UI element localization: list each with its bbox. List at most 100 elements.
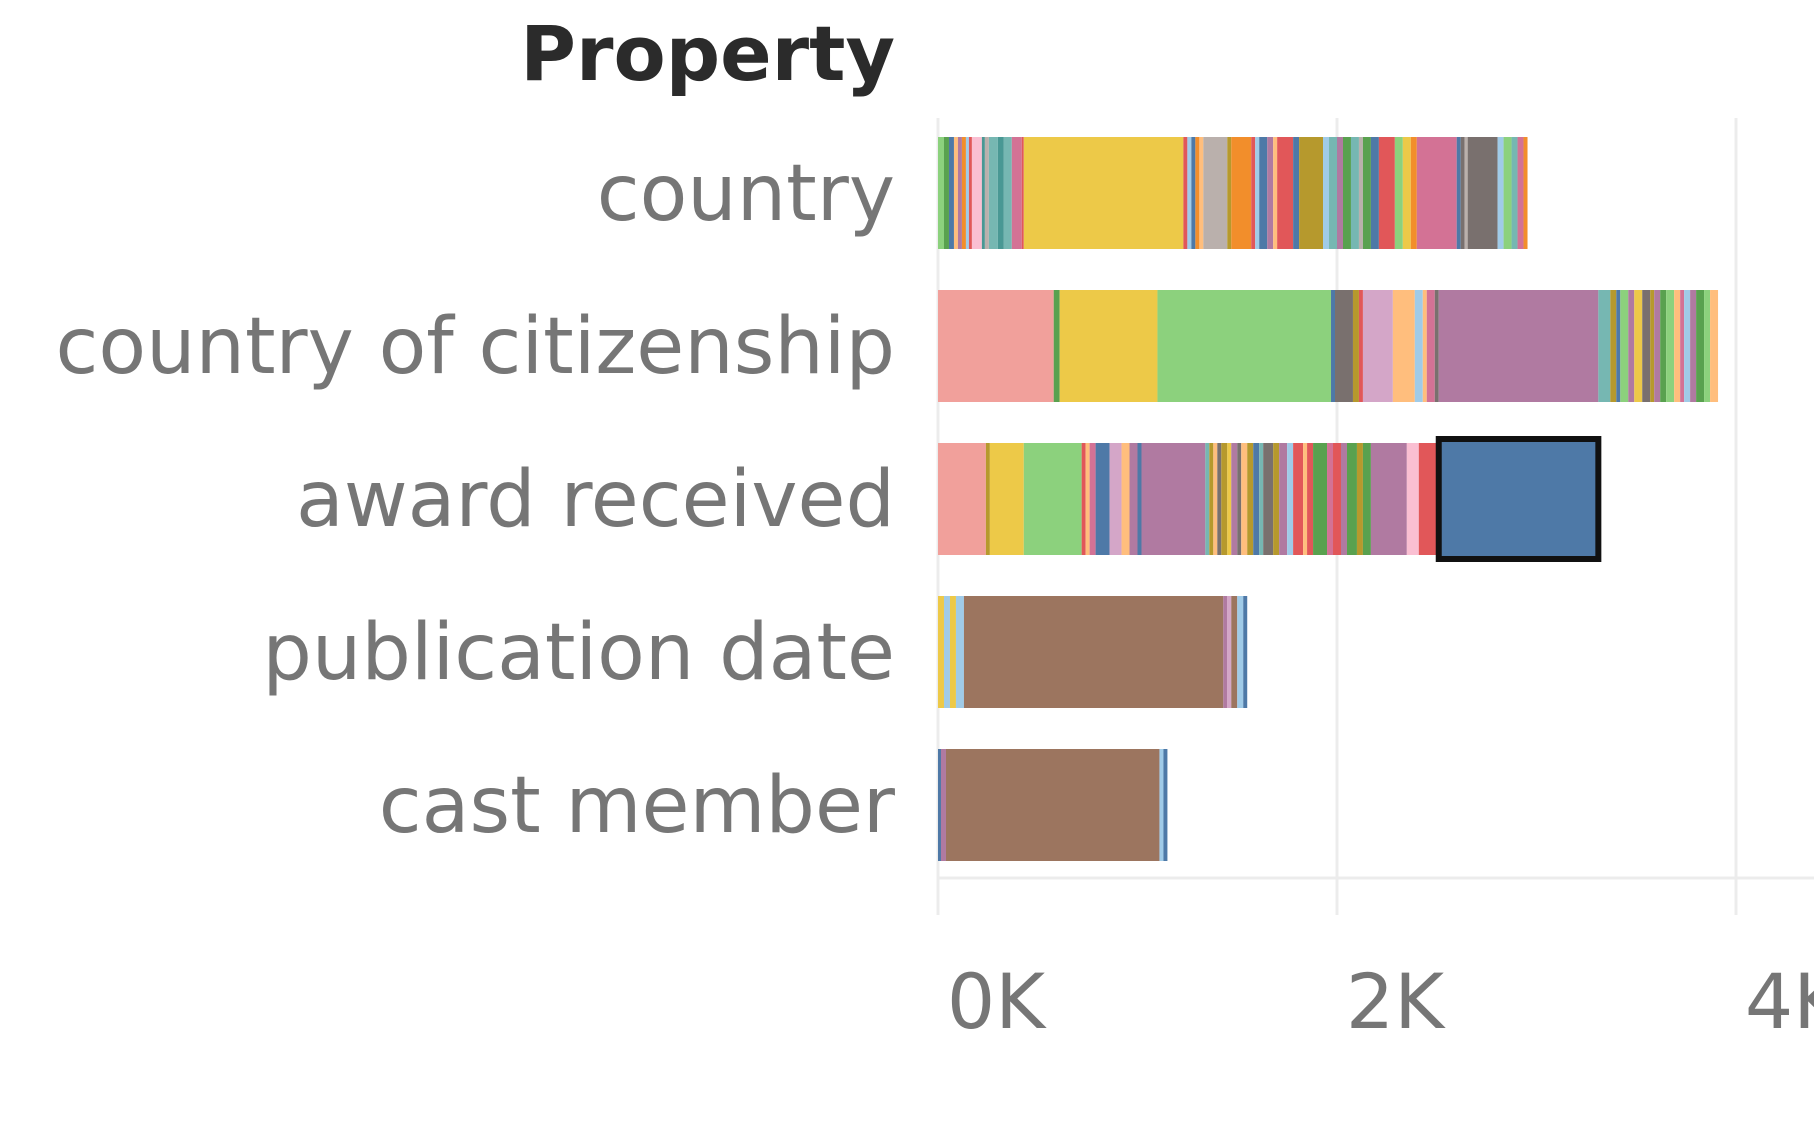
bar-segment[interactable] <box>1628 290 1635 402</box>
bar-segment[interactable] <box>1247 443 1254 555</box>
bar-segment[interactable] <box>1227 596 1232 708</box>
bar-segment[interactable] <box>965 137 969 249</box>
bar-segment[interactable] <box>1163 749 1168 861</box>
bar-segment[interactable] <box>1195 137 1200 249</box>
bar-segment[interactable] <box>1191 137 1196 249</box>
bar-segment[interactable] <box>1660 290 1667 402</box>
bar-segment[interactable] <box>1109 443 1122 555</box>
bar-segment[interactable] <box>1370 137 1379 249</box>
bar-segment[interactable] <box>940 749 946 861</box>
bar-segment[interactable] <box>1223 596 1228 708</box>
bar-segment[interactable] <box>1217 443 1222 555</box>
bar-segment[interactable] <box>1205 443 1210 555</box>
bar-segment[interactable] <box>1333 443 1341 555</box>
bar-segment[interactable] <box>1023 137 1184 249</box>
bar-segment[interactable] <box>1221 443 1228 555</box>
bar-segment[interactable] <box>1293 443 1304 555</box>
bar-segment[interactable] <box>938 749 941 861</box>
bar-segment[interactable] <box>1634 290 1643 402</box>
bar-segment[interactable] <box>1273 137 1278 249</box>
bar-segment[interactable] <box>1331 290 1336 402</box>
bar-segment[interactable] <box>1335 290 1353 402</box>
bar-segment[interactable] <box>1263 443 1274 555</box>
bar-segment[interactable] <box>957 137 962 249</box>
bar-segment[interactable] <box>948 137 954 249</box>
bar-segment[interactable] <box>1003 137 1012 249</box>
bar-segment[interactable] <box>1199 137 1204 249</box>
bar-segment[interactable] <box>1203 137 1228 249</box>
bar-segment[interactable] <box>1350 137 1359 249</box>
bar-segment[interactable] <box>1511 137 1518 249</box>
bar-segment[interactable] <box>1464 137 1468 249</box>
bar-segment[interactable] <box>1680 290 1685 402</box>
bar-segment[interactable] <box>1362 290 1393 402</box>
bar-segment[interactable] <box>953 137 958 249</box>
bar-segment[interactable] <box>943 137 949 249</box>
bar-segment[interactable] <box>1243 596 1248 708</box>
bar-segment[interactable] <box>949 596 956 708</box>
bar-segment[interactable] <box>1213 443 1218 555</box>
bar-segment[interactable] <box>1620 290 1629 402</box>
bar-segment[interactable] <box>1329 137 1337 249</box>
bar-segment[interactable] <box>1352 290 1359 402</box>
bar-segment[interactable] <box>1690 290 1697 402</box>
bar-segment[interactable] <box>938 137 944 249</box>
bar-segment[interactable] <box>1610 290 1617 402</box>
bar-segment[interactable] <box>955 596 964 708</box>
bar-segment[interactable] <box>1467 137 1498 249</box>
bar-segment[interactable] <box>1059 290 1158 402</box>
bar-segment[interactable] <box>1231 137 1252 249</box>
bar-segment[interactable] <box>1327 443 1334 555</box>
bar-segment[interactable] <box>1497 137 1504 249</box>
bar-segment[interactable] <box>1346 443 1357 555</box>
bar-segment[interactable] <box>1241 443 1248 555</box>
bar-segment[interactable] <box>1434 290 1439 402</box>
bar-segment[interactable] <box>1422 290 1427 402</box>
bar-segment[interactable] <box>1523 137 1528 249</box>
bar-segment[interactable] <box>1370 443 1407 555</box>
bar-segment[interactable] <box>989 443 1024 555</box>
bar-segment[interactable] <box>1684 290 1691 402</box>
bar-segment[interactable] <box>1356 443 1363 555</box>
bar-segment[interactable] <box>945 749 1160 861</box>
bar-segment[interactable] <box>1710 290 1719 402</box>
bar-segment[interactable] <box>1157 290 1332 402</box>
bar-segment[interactable] <box>1307 443 1314 555</box>
bar-segment[interactable] <box>1237 596 1244 708</box>
bar-segment[interactable] <box>1418 443 1439 555</box>
bar-segment[interactable] <box>1696 290 1705 402</box>
bar-segment[interactable] <box>971 137 982 249</box>
bar-segment[interactable] <box>1231 596 1238 708</box>
bar-segment[interactable] <box>1129 443 1138 555</box>
bar-segment[interactable] <box>1410 137 1417 249</box>
bar-segment[interactable] <box>1287 443 1294 555</box>
bar-segment[interactable] <box>1313 443 1328 555</box>
bar-segment[interactable] <box>984 137 989 249</box>
bar-segment[interactable] <box>1616 290 1621 402</box>
bar-segment[interactable] <box>1231 443 1238 555</box>
bar-segment[interactable] <box>1299 137 1324 249</box>
bar-segment[interactable] <box>1394 137 1403 249</box>
bar-segment[interactable] <box>1402 137 1411 249</box>
bar-segment[interactable] <box>1358 290 1363 402</box>
bar-segment[interactable] <box>1259 137 1268 249</box>
bar-segment[interactable] <box>1362 443 1371 555</box>
bar-segment[interactable] <box>1095 443 1110 555</box>
bar-segment[interactable] <box>1517 137 1524 249</box>
bar-segment[interactable] <box>938 596 944 708</box>
bar-segment[interactable] <box>988 137 998 249</box>
bar-segment[interactable] <box>1279 443 1288 555</box>
bar-segment[interactable] <box>943 596 950 708</box>
bar-segment[interactable] <box>961 137 966 249</box>
bar-segment[interactable] <box>1273 443 1280 555</box>
bar-segment[interactable] <box>1414 290 1423 402</box>
bar-segment-selected[interactable] <box>1435 436 1602 562</box>
bar-segment[interactable] <box>1340 443 1347 555</box>
bar-segment[interactable] <box>938 290 1054 402</box>
bar-segment[interactable] <box>1666 290 1675 402</box>
bar-segment[interactable] <box>1081 443 1086 555</box>
bar-segment[interactable] <box>938 443 986 555</box>
bar-segment[interactable] <box>1137 443 1142 555</box>
bar-segment[interactable] <box>1237 443 1242 555</box>
bar-segment[interactable] <box>1456 137 1461 249</box>
